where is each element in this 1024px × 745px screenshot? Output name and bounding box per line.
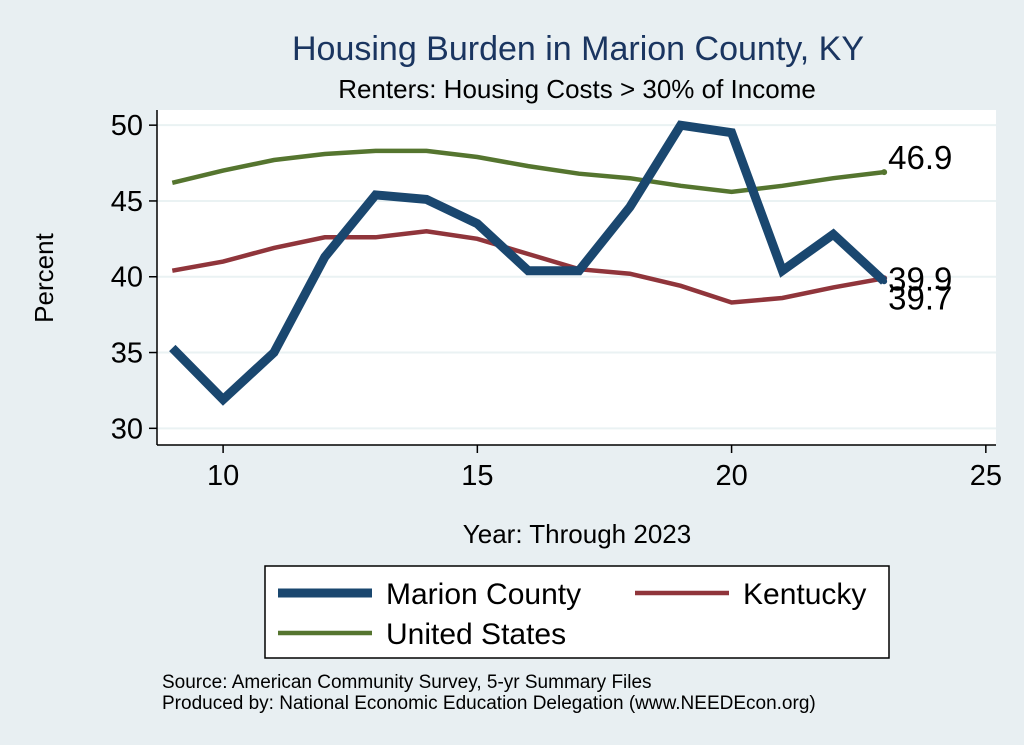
y-ticks: 30 35 40 45 50 (111, 110, 157, 445)
x-tick-label-25: 25 (970, 460, 1002, 492)
y-tick-label-50: 50 (111, 110, 143, 142)
series-line-united-states (171, 148, 885, 195)
legend-marion-county-label: Marion County (386, 578, 581, 611)
end-label-kentucky: 39.9 (888, 260, 952, 297)
y-axis-label: Percent (29, 232, 59, 322)
produced-by-note: Produced by: National Economic Education… (162, 693, 816, 714)
y-tick-label-30: 30 (111, 413, 143, 445)
y-tick-label-45: 45 (111, 186, 143, 218)
y-tick-label-40: 40 (111, 262, 143, 294)
x-ticks: 10 15 20 25 (207, 445, 1002, 492)
legend-united-states-label: United States (386, 618, 566, 651)
x-tick-label-15: 15 (461, 460, 493, 492)
x-tick-label-20: 20 (715, 460, 747, 492)
x-axis-label: Year: Through 2023 (463, 519, 691, 549)
legend: Marion County Kentucky United States (264, 565, 890, 659)
series-line-marion-county (169, 120, 888, 406)
x-tick-label-10: 10 (207, 460, 239, 492)
chart-title: Housing Burden in Marion County, KY (292, 30, 864, 68)
series-line-kentucky (171, 229, 885, 305)
end-labels: 39.739.9 46.9 (888, 139, 952, 316)
chart-subtitle: Renters: Housing Costs > 30% of Income (338, 74, 816, 104)
grid (157, 124, 996, 430)
end-label-marion-county: 39.7 (888, 279, 952, 316)
end-label-united-states: 46.9 (888, 139, 952, 176)
series-end-point-marion-county (881, 278, 888, 285)
legend-kentucky-label: Kentucky (743, 578, 866, 611)
legend-box (264, 565, 890, 659)
series-end-point-united-states (881, 169, 888, 176)
y-tick-label-35: 35 (111, 338, 143, 370)
series-layer (169, 120, 888, 406)
source-note: Source: American Community Survey, 5-yr … (162, 672, 652, 693)
